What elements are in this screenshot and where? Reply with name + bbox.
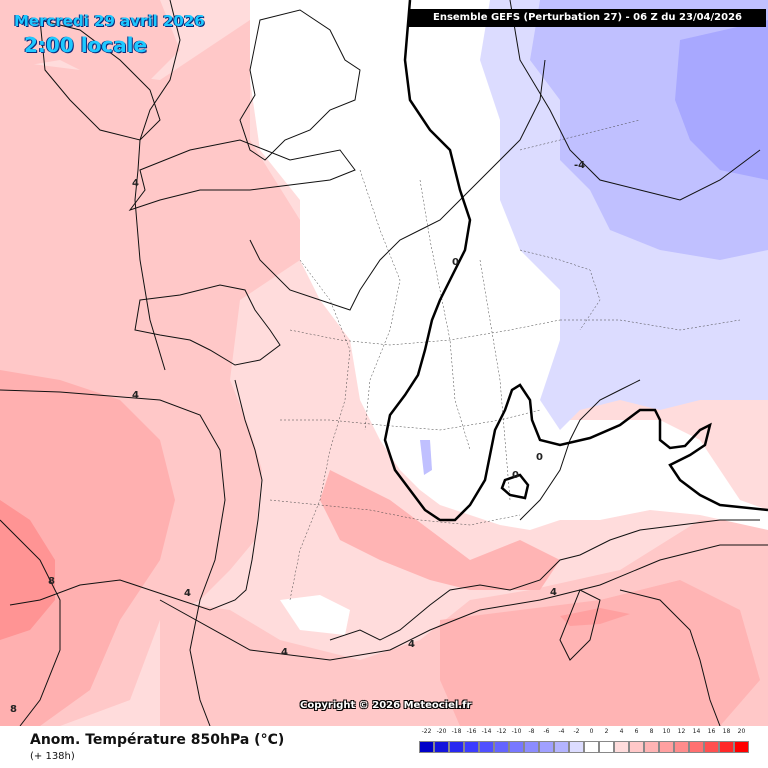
colorbar-tick-label: 14 <box>692 728 701 735</box>
zero-contour <box>383 0 768 522</box>
colorbar-tick-label: 16 <box>707 728 716 735</box>
colorbar-swatch <box>599 741 614 753</box>
colorbar-swatch <box>554 741 569 753</box>
variable-title: Anom. Température 850hPa (°C) <box>30 732 285 748</box>
colorbar-tick-label: -4 <box>558 728 565 735</box>
colorbar-swatches <box>419 741 749 753</box>
colorbar-tick-label: 18 <box>722 728 731 735</box>
contour-label: 8 <box>10 704 17 715</box>
anomaly-zone-minus6 <box>675 20 768 180</box>
colorbar-swatch <box>719 741 734 753</box>
contour-label: -4 <box>574 160 585 171</box>
colorbar: -22 -20 -18 -16 -14 -12 -10 -8 -6 -4 -2 0 2 4 6 8 10 12 14… <box>419 728 749 764</box>
contour-label: 0 <box>452 257 459 268</box>
anomaly-zone-plus6-south <box>320 470 560 590</box>
temperature-anomaly-map: 4 4 -4 0 0 0 8 4 4 4 4 8 <box>0 0 768 726</box>
secondary-contours <box>0 0 768 726</box>
colorbar-swatch <box>674 741 689 753</box>
contour-label: 0 <box>512 470 519 481</box>
contour-label: 0 <box>536 452 543 463</box>
anomaly-zone-plus6-west <box>0 370 175 726</box>
colorbar-tick-label: 6 <box>634 728 639 735</box>
colorbar-tick-label: -18 <box>451 728 462 735</box>
colorbar-tick-label: 20 <box>737 728 746 735</box>
colorbar-swatch <box>524 741 539 753</box>
colorbar-swatch <box>734 741 749 753</box>
colorbar-tick-label: 4 <box>619 728 624 735</box>
colorbar-swatch <box>689 741 704 753</box>
colorbar-swatch <box>659 741 674 753</box>
forecast-date: Mercredi 29 avril 2026 <box>14 12 205 30</box>
colorbar-tick-label: -20 <box>436 728 447 735</box>
copyright-notice: Copyright © 2026 Meteociel.fr <box>300 700 472 711</box>
contour-label: 4 <box>184 588 191 599</box>
colorbar-tick-label: -12 <box>496 728 507 735</box>
anomaly-zone-plus8-med <box>560 608 630 626</box>
colorbar-tick-label: -8 <box>528 728 535 735</box>
colorbar-swatch <box>479 741 494 753</box>
anomaly-zone-neutral-small <box>280 595 350 635</box>
colorbar-swatch <box>584 741 599 753</box>
colorbar-tick-label: -10 <box>511 728 522 735</box>
contour-label: 4 <box>132 178 139 189</box>
colorbar-tick-label: 2 <box>604 728 609 735</box>
contour-labels: 4 4 -4 0 0 0 8 4 4 4 4 8 <box>10 160 585 715</box>
contour-label: 8 <box>48 576 55 587</box>
anomaly-zone-plus8-west <box>0 500 55 640</box>
contour-label: 4 <box>132 390 139 401</box>
colorbar-tick-label: 0 <box>589 728 594 735</box>
anomaly-zone-plus6-med <box>440 580 760 726</box>
legend-footer: Anom. Température 850hPa (°C) (+ 138h) -… <box>0 726 768 768</box>
colorbar-swatch <box>644 741 659 753</box>
coastlines <box>9 9 760 726</box>
anomaly-zone-minus4-small <box>420 440 432 475</box>
colorbar-labels: -22 -20 -18 -16 -14 -12 -10 -8 -6 -4 -2 0 2 4 6 8 10 12 14… <box>419 728 749 740</box>
contour-label: 4 <box>281 647 288 658</box>
colorbar-swatch <box>494 741 509 753</box>
colorbar-swatch <box>704 741 719 753</box>
colorbar-tick-label: -22 <box>421 728 432 735</box>
colorbar-swatch <box>434 741 449 753</box>
anomaly-zone-neutral <box>250 0 768 530</box>
forecast-local-time: 2:00 locale <box>24 33 148 57</box>
colorbar-swatch <box>629 741 644 753</box>
contour-label: 4 <box>550 587 557 598</box>
colorbar-tick-label: 10 <box>662 728 671 735</box>
colorbar-swatch <box>509 741 524 753</box>
colorbar-swatch <box>464 741 479 753</box>
colorbar-tick-label: -14 <box>481 728 492 735</box>
anomaly-zone-plus8-north <box>0 0 180 80</box>
lead-time: (+ 138h) <box>30 751 75 762</box>
colorbar-tick-label: 12 <box>677 728 686 735</box>
colorbar-tick-label: -6 <box>543 728 550 735</box>
colorbar-swatch <box>449 741 464 753</box>
contour-label: 4 <box>408 639 415 650</box>
colorbar-swatch <box>539 741 554 753</box>
colorbar-swatch <box>419 741 434 753</box>
colorbar-swatch <box>569 741 584 753</box>
run-info-banner: Ensemble GEFS (Perturbation 27) - 06 Z d… <box>409 9 766 27</box>
colorbar-tick-label: -16 <box>466 728 477 735</box>
colorbar-tick-label: -2 <box>573 728 580 735</box>
admin-borders <box>269 119 741 601</box>
colorbar-swatch <box>614 741 629 753</box>
colorbar-tick-label: 8 <box>649 728 654 735</box>
